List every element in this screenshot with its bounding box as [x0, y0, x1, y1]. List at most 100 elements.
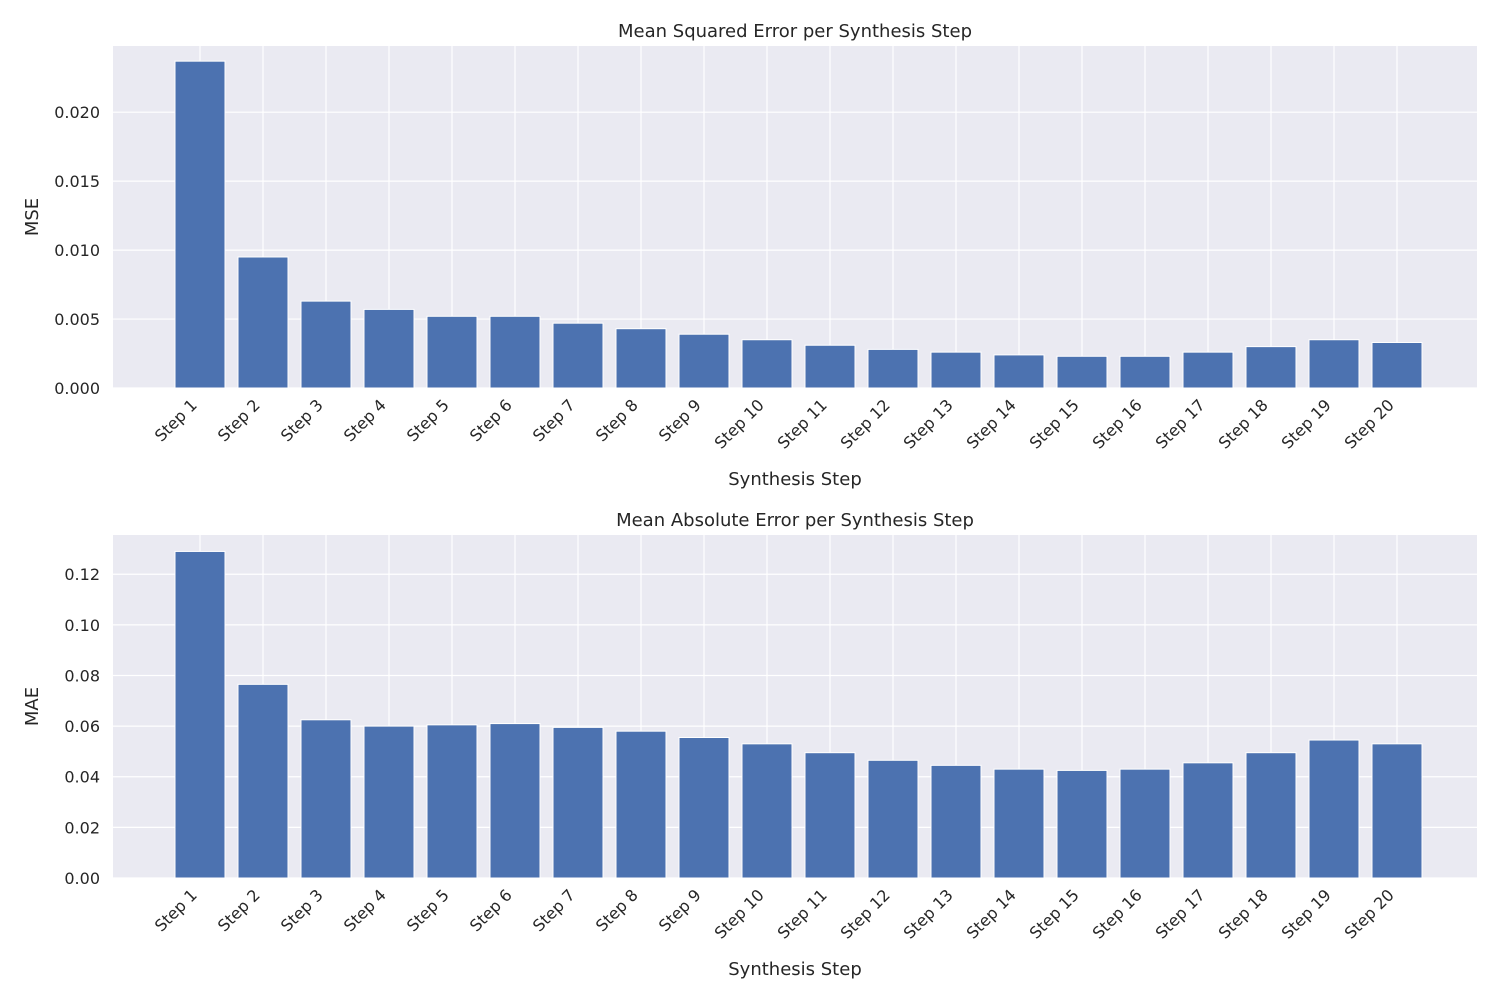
mse-x-tick-label: Step 12	[837, 395, 894, 452]
mae-bar	[741, 743, 793, 879]
mae-x-tick-label: Step 18	[1215, 885, 1272, 942]
mae-bar	[363, 725, 415, 879]
mae-x-tick-label: Step 8	[592, 885, 642, 935]
mae-bar	[300, 719, 352, 879]
mae-y-tick-label: 0.10	[64, 616, 100, 635]
mse-bar	[804, 344, 856, 389]
mae-y-tick-label: 0.00	[64, 869, 100, 888]
mse-bars	[174, 60, 1423, 389]
mse-x-tick-label: Step 10	[711, 395, 768, 452]
mae-bar	[1308, 739, 1360, 879]
mse-bar	[426, 315, 478, 389]
mse-bar	[1308, 339, 1360, 389]
mse-x-tick-label: Step 8	[592, 395, 642, 445]
mae-x-tick-label: Step 17	[1152, 885, 1209, 942]
mse-x-tick-label: Step 17	[1152, 395, 1209, 452]
mae-bar	[804, 752, 856, 879]
mse-chart-title: Mean Squared Error per Synthesis Step	[618, 21, 972, 42]
mae-bar	[174, 550, 226, 879]
mse-bar	[237, 256, 289, 389]
mae-x-tick-label: Step 6	[466, 885, 516, 935]
mae-bar	[489, 723, 541, 879]
mse-y-axis-label: MSE	[22, 198, 43, 236]
mse-x-axis-label: Synthesis Step	[728, 469, 862, 490]
mse-x-tick-label: Step 2	[214, 395, 264, 445]
mae-bar	[678, 737, 730, 879]
mse-bar	[993, 354, 1045, 389]
mse-x-tick-label: Step 15	[1026, 395, 1083, 452]
mae-bars	[174, 550, 1423, 879]
mse-bar	[678, 333, 730, 389]
mae-x-tick-label: Step 4	[340, 885, 390, 935]
mae-x-tick-label: Step 14	[963, 885, 1020, 942]
mae-chart-title: Mean Absolute Error per Synthesis Step	[616, 510, 974, 531]
mse-y-tick-label: 0.010	[54, 241, 100, 260]
mse-x-ticks: Step 1 Step 2 Step 3 Step 4 Step 5 Step 6 Step…	[151, 395, 1398, 452]
mae-bar	[993, 768, 1045, 879]
mae-y-tick-label: 0.04	[64, 768, 100, 787]
mse-bar	[867, 348, 919, 389]
mse-x-tick-label: Step 14	[963, 395, 1020, 452]
mae-x-ticks: Step 1 Step 2 Step 3 Step 4 Step 5 Step 6 Step…	[151, 885, 1398, 942]
mse-grid	[113, 46, 1477, 389]
mse-x-tick-label: Step 11	[774, 395, 831, 452]
mae-bar	[237, 683, 289, 879]
mse-x-tick-label: Step 20	[1341, 395, 1398, 452]
mse-bar	[1245, 346, 1297, 389]
mae-x-tick-label: Step 12	[837, 885, 894, 942]
mae-x-tick-label: Step 7	[529, 885, 579, 935]
mae-y-tick-label: 0.12	[64, 565, 100, 584]
mae-x-tick-label: Step 5	[403, 885, 453, 935]
mse-y-tick-label: 0.015	[54, 172, 100, 191]
mse-bar	[174, 60, 226, 389]
mae-bar	[930, 764, 982, 879]
mse-y-tick-label: 0.020	[54, 103, 100, 122]
mae-x-tick-label: Step 19	[1278, 885, 1335, 942]
mse-x-tick-label: Step 19	[1278, 395, 1335, 452]
mse-y-tick-label: 0.005	[54, 310, 100, 329]
mae-x-tick-label: Step 10	[711, 885, 768, 942]
mae-bar	[552, 726, 604, 879]
mse-bar	[1182, 351, 1234, 389]
mae-chart: 0.000.020.040.060.080.100.12 Step 1 Step …	[22, 510, 1477, 980]
mse-bar	[741, 339, 793, 389]
mae-x-tick-label: Step 13	[900, 885, 957, 942]
mae-x-axis-label: Synthesis Step	[728, 959, 862, 980]
mae-y-ticks: 0.00 0.02 0.04 0.06 0.08 0.10 0.12	[64, 565, 100, 888]
mse-x-tick-label: Step 4	[340, 395, 390, 445]
mse-x-tick-label: Step 9	[655, 395, 705, 445]
mse-bar	[300, 300, 352, 389]
mse-x-tick-label: Step 18	[1215, 395, 1272, 452]
mse-bar	[1371, 341, 1423, 389]
mae-x-tick-label: Step 16	[1089, 885, 1146, 942]
mse-x-tick-label: Step 16	[1089, 395, 1146, 452]
mae-x-tick-label: Step 3	[277, 885, 327, 935]
mae-y-axis-label: MAE	[22, 687, 43, 726]
mse-x-tick-label: Step 5	[403, 395, 453, 445]
mae-y-tick-label: 0.02	[64, 818, 100, 837]
mse-x-tick-label: Step 6	[466, 395, 516, 445]
mae-bar	[1056, 769, 1108, 879]
mse-x-tick-label: Step 13	[900, 395, 957, 452]
mae-x-tick-label: Step 1	[151, 885, 201, 935]
mse-y-tick-label: 0.000	[54, 379, 100, 398]
mse-bar	[930, 351, 982, 389]
mae-bar	[1182, 762, 1234, 879]
mse-bar	[1056, 355, 1108, 389]
mae-bar	[867, 759, 919, 879]
mse-bar	[489, 315, 541, 389]
mae-x-tick-label: Step 15	[1026, 885, 1083, 942]
mae-x-tick-label: Step 2	[214, 885, 264, 935]
mse-bar	[363, 308, 415, 389]
mae-x-tick-label: Step 11	[774, 885, 831, 942]
mae-x-tick-label: Step 9	[655, 885, 705, 935]
mae-bar	[1119, 768, 1171, 879]
mae-bar	[615, 730, 667, 879]
mae-x-tick-label: Step 20	[1341, 885, 1398, 942]
mae-bar	[1245, 752, 1297, 879]
mse-bar	[1119, 355, 1171, 389]
mse-x-tick-label: Step 7	[529, 395, 579, 445]
mse-y-ticks: 0.000 0.005 0.010 0.015 0.020	[54, 103, 100, 398]
